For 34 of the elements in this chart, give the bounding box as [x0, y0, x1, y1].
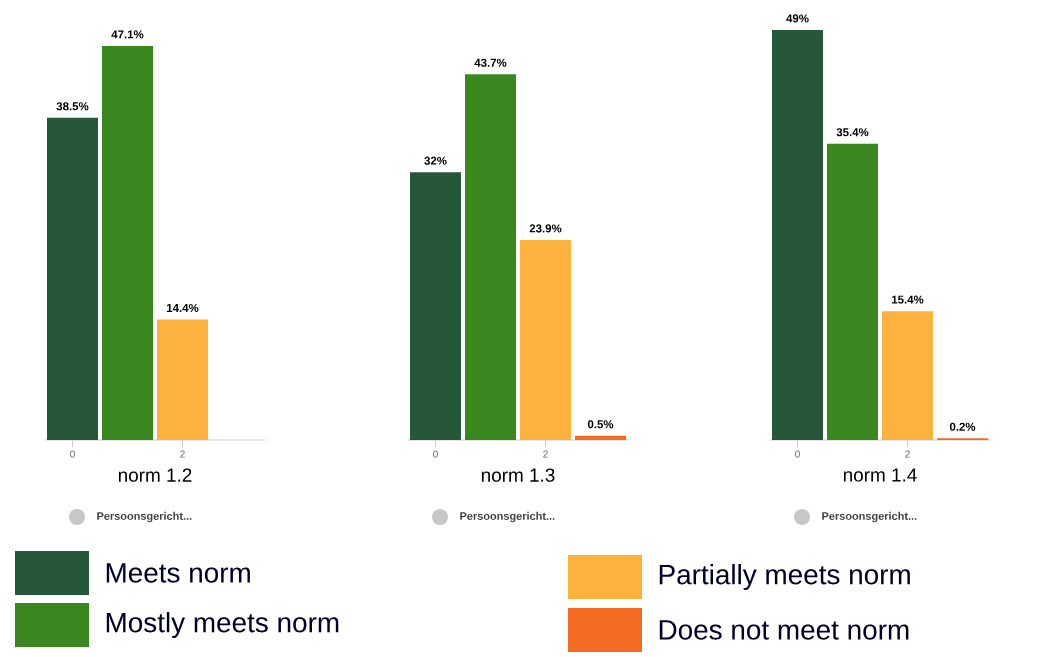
- text: Persoonsgericht...: [460, 511, 555, 523]
- bar: [575, 435, 626, 440]
- x-tick-label: 2: [543, 450, 548, 458]
- x-axis-title: norm 1.4: [843, 468, 917, 482]
- x-axis-title: norm 1.3: [481, 468, 555, 482]
- bar: [520, 240, 571, 440]
- legend-label: Partially meets norm: [659, 564, 910, 590]
- x-tick-label: 2: [180, 450, 185, 458]
- data-label: 49%: [786, 14, 809, 23]
- data-label: 0.5%: [587, 420, 614, 429]
- x-tick-label: 0: [70, 450, 75, 458]
- data-label: 0.2%: [949, 422, 976, 431]
- legend-label: Does not meet norm: [659, 620, 909, 640]
- text: Persoonsgericht...: [822, 511, 917, 523]
- data-label: 35.4%: [836, 128, 869, 137]
- bar: [465, 74, 516, 440]
- data-label: 38.5%: [56, 102, 89, 111]
- bar: [882, 311, 934, 440]
- data-label: 43.7%: [474, 58, 507, 67]
- legend-label: Mostly meets norm: [106, 612, 339, 638]
- data-label: 32%: [424, 156, 447, 165]
- text: Persoonsgericht...: [97, 511, 192, 523]
- x-tick-label: 0: [795, 450, 800, 458]
- x-tick-label: 2: [905, 450, 910, 458]
- bar: [827, 143, 879, 440]
- data-label: 23.9%: [529, 224, 562, 233]
- legend-label: Meets norm: [106, 563, 250, 583]
- data-label: 47.1%: [111, 30, 144, 39]
- bar: [772, 30, 824, 440]
- x-axis-title: norm 1.2: [118, 468, 192, 482]
- x-tick-label: 0: [433, 450, 438, 458]
- data-label: 14.4%: [166, 303, 199, 312]
- data-label: 15.4%: [891, 295, 924, 304]
- bar: [410, 172, 461, 440]
